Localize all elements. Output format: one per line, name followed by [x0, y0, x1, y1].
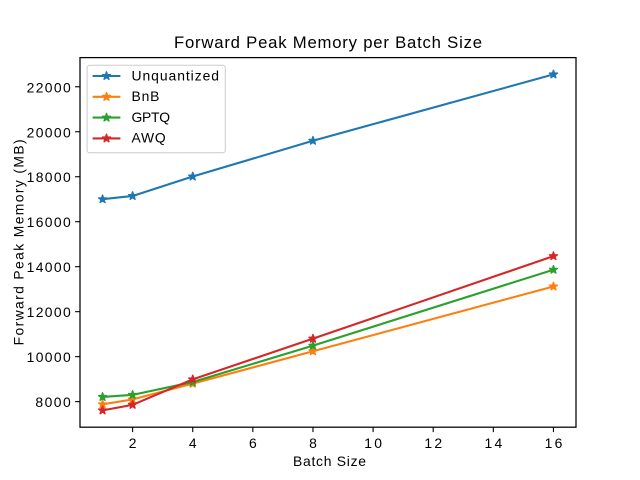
- svg-text:8: 8: [309, 435, 317, 451]
- svg-text:14000: 14000: [27, 259, 71, 275]
- svg-text:20000: 20000: [27, 124, 71, 140]
- svg-text:AWQ: AWQ: [132, 130, 166, 146]
- svg-text:Unquantized: Unquantized: [132, 67, 220, 83]
- svg-text:14: 14: [484, 435, 502, 451]
- svg-text:16000: 16000: [27, 214, 71, 230]
- svg-text:10: 10: [364, 435, 382, 451]
- svg-text:6: 6: [249, 435, 257, 451]
- svg-text:10000: 10000: [27, 349, 71, 365]
- svg-text:4: 4: [189, 435, 197, 451]
- svg-text:Forward Peak Memory per Batch: Forward Peak Memory per Batch Size: [174, 33, 482, 52]
- svg-text:18000: 18000: [27, 169, 71, 185]
- svg-text:Batch Size: Batch Size: [293, 453, 366, 469]
- svg-text:16: 16: [545, 435, 563, 451]
- svg-text:2: 2: [129, 435, 137, 451]
- svg-text:8000: 8000: [35, 394, 71, 410]
- svg-text:GPTQ: GPTQ: [132, 109, 171, 125]
- svg-text:Forward Peak Memory (MB): Forward Peak Memory (MB): [11, 139, 27, 345]
- svg-text:12000: 12000: [27, 304, 71, 320]
- svg-text:BnB: BnB: [132, 88, 160, 104]
- svg-text:22000: 22000: [27, 79, 71, 95]
- svg-text:12: 12: [424, 435, 442, 451]
